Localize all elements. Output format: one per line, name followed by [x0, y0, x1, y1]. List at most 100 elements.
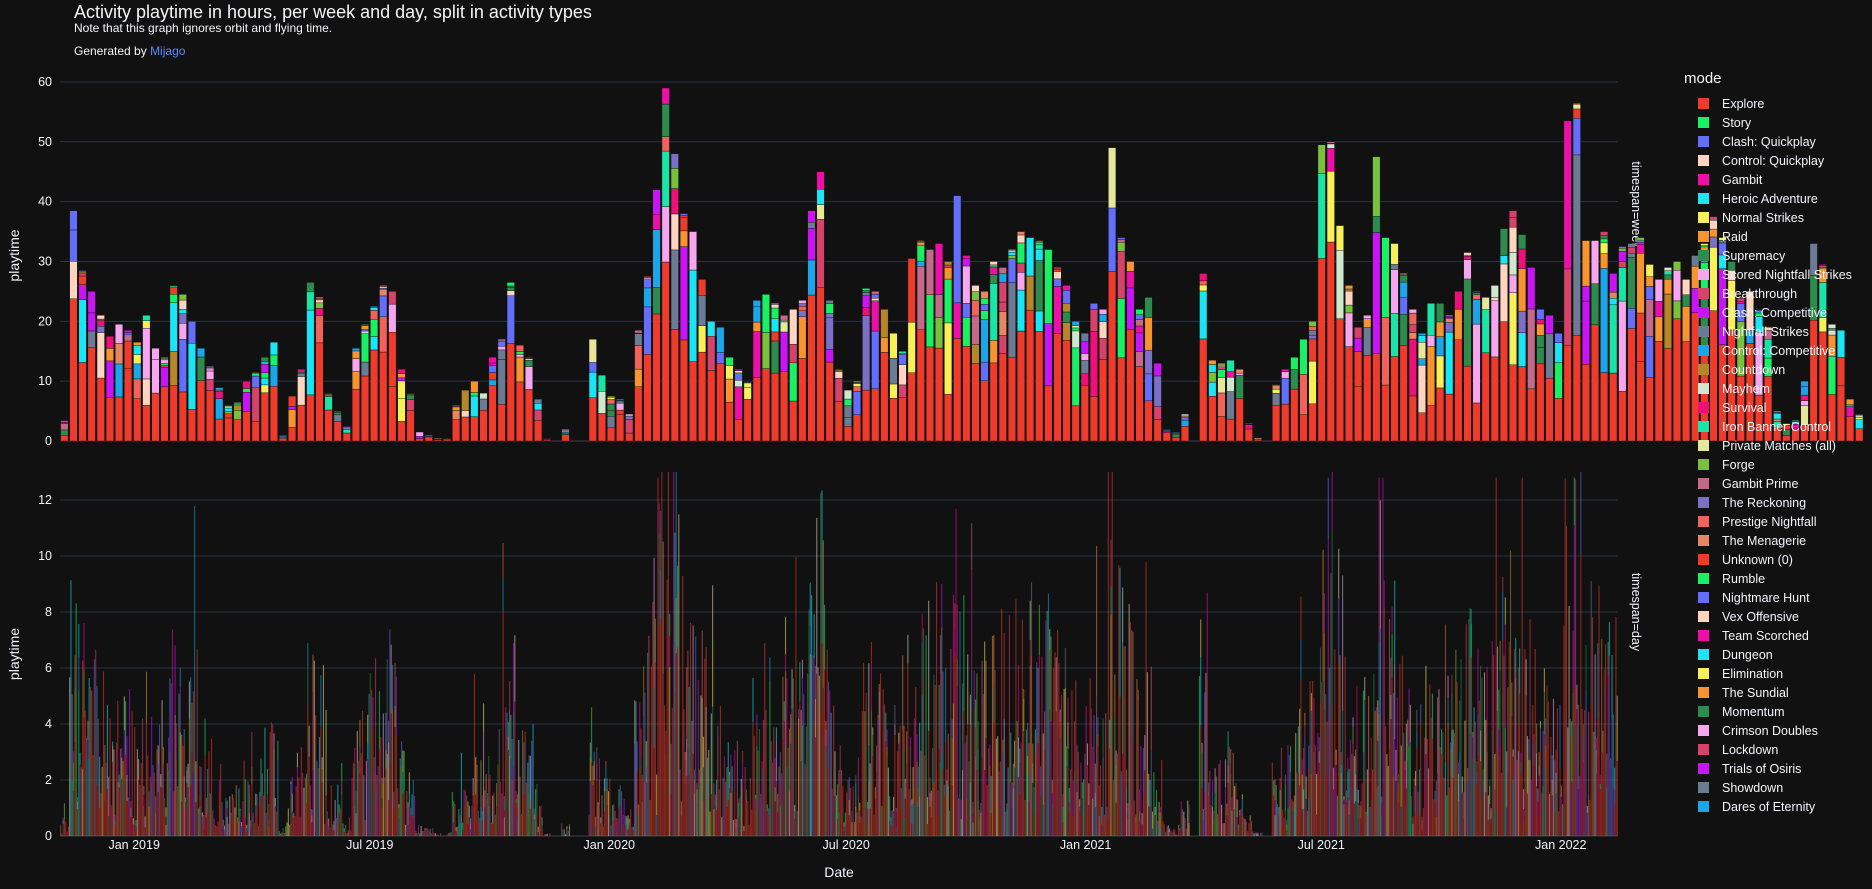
- legend-item[interactable]: Story: [1683, 113, 1868, 132]
- week-bar-segment: [1399, 345, 1408, 442]
- legend-item[interactable]: Crimson Doubles: [1683, 721, 1868, 740]
- legend-item[interactable]: Mayhem: [1683, 379, 1868, 398]
- legend-item[interactable]: Survival: [1683, 398, 1868, 417]
- day-bar-segment: [669, 613, 671, 637]
- legend-item[interactable]: Unknown (0): [1683, 550, 1868, 569]
- week-bar-segment: [1572, 335, 1581, 442]
- day-bar-segment: [676, 565, 679, 648]
- legend-item[interactable]: Trials of Osiris: [1683, 759, 1868, 778]
- legend-item[interactable]: Rumble: [1683, 569, 1868, 588]
- day-bar-segment: [93, 696, 95, 836]
- day-bar-segment: [1155, 796, 1158, 800]
- author-link[interactable]: Mijago: [150, 44, 186, 58]
- day-bar-segment: [816, 673, 818, 836]
- day-bar-segment: [800, 710, 802, 762]
- day-bar-segment: [781, 802, 783, 836]
- legend-item[interactable]: Elimination: [1683, 664, 1868, 683]
- week-bar-segment: [133, 354, 142, 365]
- week-bar-segment: [1381, 317, 1390, 386]
- legend-item[interactable]: Gambit Prime: [1683, 474, 1868, 493]
- week-bar-segment: [880, 352, 889, 442]
- week-bar-segment: [1290, 388, 1299, 442]
- day-bar-segment: [876, 745, 878, 772]
- legend-item[interactable]: Clash: Competitive: [1683, 303, 1868, 322]
- day-bar-segment: [423, 830, 425, 836]
- day-bar-segment: [683, 729, 685, 750]
- day-bar-segment: [389, 629, 391, 766]
- legend-item[interactable]: Control: Quickplay: [1683, 151, 1868, 170]
- legend-item[interactable]: Forge: [1683, 455, 1868, 474]
- day-bar-segment: [1482, 781, 1484, 796]
- day-bar-segment: [962, 683, 964, 741]
- day-bar-segment: [412, 817, 414, 836]
- legend-item[interactable]: Dungeon: [1683, 645, 1868, 664]
- week-bar-segment: [707, 370, 716, 442]
- week-bar-segment: [1171, 433, 1180, 439]
- legend-item[interactable]: Normal Strikes: [1683, 208, 1868, 227]
- legend-item[interactable]: Vex Offensive: [1683, 607, 1868, 626]
- day-bar-segment: [971, 523, 973, 570]
- legend-item[interactable]: Supremacy: [1683, 246, 1868, 265]
- legend-item[interactable]: The Sundial: [1683, 683, 1868, 702]
- week-bar-segment: [1536, 309, 1545, 320]
- legend-item[interactable]: Showdown: [1683, 778, 1868, 797]
- legend-item[interactable]: Team Scorched: [1683, 626, 1868, 645]
- generated-by-label: Generated by: [74, 44, 147, 58]
- legend-item[interactable]: Clash: Quickplay: [1683, 132, 1868, 151]
- day-bar-segment: [813, 721, 815, 836]
- day-bar-segment: [197, 808, 200, 814]
- day-bar-segment: [1322, 681, 1324, 836]
- day-bar-segment: [1335, 764, 1337, 773]
- legend-item[interactable]: Countdown: [1683, 360, 1868, 379]
- legend-item[interactable]: Breakthrough: [1683, 284, 1868, 303]
- legend-item[interactable]: Nightmare Hunt: [1683, 588, 1868, 607]
- day-bar-segment: [1377, 785, 1379, 836]
- day-bar-segment: [341, 794, 343, 836]
- legend-item[interactable]: Scored Nightfall Strikes: [1683, 265, 1868, 284]
- day-bar-segment: [1386, 754, 1388, 836]
- legend-item[interactable]: Nightfall Strikes: [1683, 322, 1868, 341]
- week-bar-segment: [1144, 297, 1153, 318]
- day-bar-segment: [99, 756, 101, 808]
- legend-item[interactable]: Private Matches (all): [1683, 436, 1868, 455]
- day-bar-segment: [588, 814, 590, 836]
- day-bar-segment: [1343, 799, 1345, 805]
- day-bar-segment: [727, 742, 729, 800]
- day-bar-segment: [967, 723, 969, 836]
- day-bar-segment: [1332, 767, 1335, 777]
- legend-item[interactable]: Lockdown: [1683, 740, 1868, 759]
- legend-item[interactable]: Prestige Nightfall: [1683, 512, 1868, 531]
- legend-item[interactable]: Raid: [1683, 227, 1868, 246]
- legend-item[interactable]: Explore: [1683, 94, 1868, 113]
- day-bar-segment: [791, 685, 793, 709]
- legend-item[interactable]: Heroic Adventure: [1683, 189, 1868, 208]
- day-bar-segment: [160, 774, 162, 787]
- legend-item[interactable]: Dares of Eternity: [1683, 797, 1868, 816]
- day-bar-segment: [1231, 796, 1233, 811]
- legend-item[interactable]: The Menagerie: [1683, 531, 1868, 550]
- legend-item[interactable]: Control: Competitive: [1683, 341, 1868, 360]
- day-bar-segment: [609, 778, 611, 815]
- day-bar-segment: [329, 833, 331, 836]
- day-bar-segment: [696, 783, 698, 790]
- day-bar-segment: [1054, 652, 1056, 836]
- legend-item[interactable]: The Reckoning: [1683, 493, 1868, 512]
- day-bar-segment: [870, 710, 872, 836]
- day-bar-segment: [671, 707, 673, 836]
- week-bar-segment: [925, 346, 934, 442]
- day-bar-segment: [199, 765, 201, 794]
- day-bar-segment: [354, 763, 356, 807]
- day-bar-segment: [1416, 709, 1418, 732]
- day-bar-segment: [545, 834, 547, 836]
- week-bar-segment: [415, 431, 424, 437]
- legend-item[interactable]: Momentum: [1683, 702, 1868, 721]
- day-bar-segment: [1006, 803, 1008, 810]
- day-bar-segment: [1414, 770, 1417, 786]
- day-bar-segment: [1593, 731, 1595, 836]
- day-bar-segment: [1081, 798, 1083, 814]
- legend-item[interactable]: Gambit: [1683, 170, 1868, 189]
- legend-item[interactable]: Iron Banner Control: [1683, 417, 1868, 436]
- day-bar-segment: [1597, 753, 1599, 836]
- day-bar-segment: [1141, 824, 1143, 836]
- legend-label: Dungeon: [1722, 647, 1773, 662]
